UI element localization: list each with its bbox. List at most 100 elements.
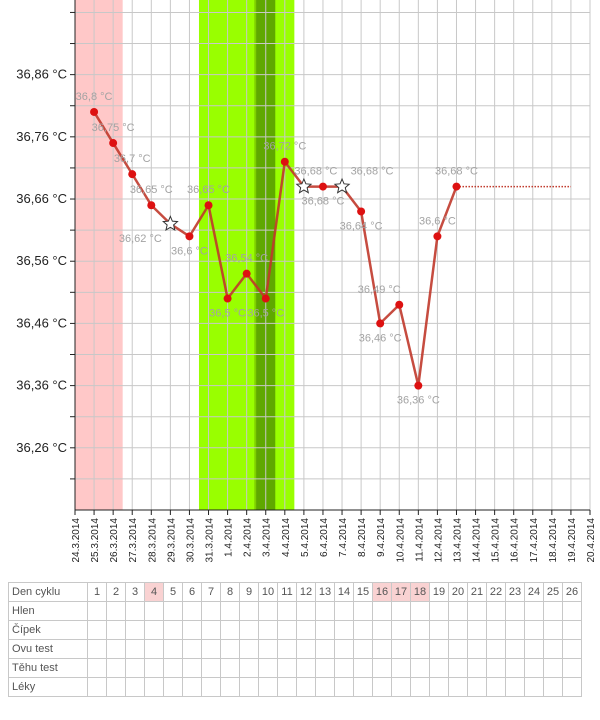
row-label: Těhu test (8, 658, 88, 678)
x-tick-label: 18.4.2014 (548, 518, 559, 563)
table-cell (315, 639, 335, 659)
y-tick-label: 36,36 °C (16, 378, 67, 393)
data-point (318, 182, 327, 191)
x-tick-label: 30.3.2014 (185, 518, 196, 563)
table-cell (182, 601, 202, 621)
table-cell (163, 639, 183, 659)
table-cell (296, 658, 316, 678)
table-cell (410, 658, 430, 678)
table-cell (182, 639, 202, 659)
data-point (261, 294, 270, 303)
table-cell (144, 639, 164, 659)
cycle-day-number: 25 (543, 582, 563, 602)
table-cell (296, 601, 316, 621)
table-cell (543, 620, 563, 640)
table-cell (220, 677, 240, 697)
table-cell (543, 677, 563, 697)
table-cell (87, 601, 107, 621)
table-cell (106, 677, 126, 697)
table-cell (448, 658, 468, 678)
x-tick-label: 10.4.2014 (395, 518, 406, 563)
data-point (452, 182, 461, 191)
x-tick-label: 9.4.2014 (376, 518, 387, 557)
data-label: 36,7 °C (114, 153, 151, 165)
cycle-day-number: 5 (163, 582, 183, 602)
table-cell (429, 658, 449, 678)
cycle-day-number: 14 (334, 582, 354, 602)
star-marker (333, 177, 351, 194)
y-tick-label: 36,76 °C (16, 129, 67, 144)
table-cell (410, 677, 430, 697)
table-cell (239, 639, 259, 659)
data-label: 36,68 °C (301, 196, 344, 208)
table-cell (448, 601, 468, 621)
table-cell (296, 620, 316, 640)
table-row: Den cyklu 1 2 3 4 5 6 7 8 9 10 11 12 13 14 15 16 17 18 19 20… (8, 582, 582, 602)
table-cell (410, 639, 430, 659)
table-cell (410, 601, 430, 621)
table-cell (353, 601, 373, 621)
table-cell (277, 601, 297, 621)
table-cell (144, 677, 164, 697)
table-cell (353, 620, 373, 640)
table-cell (505, 620, 525, 640)
chart-axes: 36,26 °C 36,36 °C 36,46 °C 36,56 °C 36,66 °C… (16, 0, 597, 563)
x-tick-label: 24.3.2014 (71, 518, 82, 563)
x-tick-label: 1.4.2014 (224, 518, 235, 557)
cycle-day-number: 17 (391, 582, 411, 602)
table-cell (220, 601, 240, 621)
data-label: 36,36 °C (397, 395, 440, 407)
table-cell (163, 658, 183, 678)
cycle-day-number: 23 (505, 582, 525, 602)
data-label: 36,54 °C (225, 253, 268, 265)
table-cell (182, 620, 202, 640)
data-point (147, 201, 156, 210)
data-label: 36,65 °C (130, 184, 173, 196)
table-cell (182, 677, 202, 697)
data-label: 36,5 °C (209, 308, 246, 320)
x-tick-label: 25.3.2014 (90, 518, 101, 563)
x-tick-label: 4.4.2014 (281, 518, 292, 557)
table-cell (258, 639, 278, 659)
table-cell (524, 658, 544, 678)
table-cell (391, 658, 411, 678)
data-point (128, 170, 137, 179)
table-cell (277, 658, 297, 678)
star-marker (295, 177, 313, 194)
y-tick-label: 36,86 °C (16, 67, 67, 82)
chart-point-labels: 36,8 °C 36,75 °C 36,7 °C 36,65 °C 36,62 °C 36… (76, 91, 478, 407)
table-cell (125, 658, 145, 678)
table-cell (524, 601, 544, 621)
table-cell (258, 620, 278, 640)
table-cell (543, 658, 563, 678)
data-point (90, 107, 99, 116)
table-cell (486, 677, 506, 697)
cycle-day-number: 9 (239, 582, 259, 602)
table-cell (258, 658, 278, 678)
x-tick-label: 13.4.2014 (452, 518, 463, 563)
table-cell (467, 639, 487, 659)
cycle-day-number: 13 (315, 582, 335, 602)
table-cell (372, 601, 392, 621)
data-label: 36,49 °C (358, 284, 401, 296)
table-cell (486, 658, 506, 678)
row-label: Ovu test (8, 639, 88, 659)
table-cell (163, 601, 183, 621)
table-cell (543, 639, 563, 659)
data-point (185, 232, 194, 241)
table-cell (448, 639, 468, 659)
table-cell (467, 677, 487, 697)
table-cell (334, 601, 354, 621)
table-cell (296, 639, 316, 659)
table-cell (429, 639, 449, 659)
table-cell (220, 620, 240, 640)
temperature-chart: 36,26 °C 36,36 °C 36,46 °C 36,56 °C 36,66 °C… (16, 0, 597, 563)
cycle-day-number: 24 (524, 582, 544, 602)
table-cell (201, 658, 221, 678)
data-label: 36,46 °C (359, 332, 402, 344)
cycle-day-number: 2 (106, 582, 126, 602)
cycle-day-number: 8 (220, 582, 240, 602)
table-cell (144, 601, 164, 621)
x-tick-label: 15.4.2014 (491, 518, 502, 563)
table-cell (505, 639, 525, 659)
